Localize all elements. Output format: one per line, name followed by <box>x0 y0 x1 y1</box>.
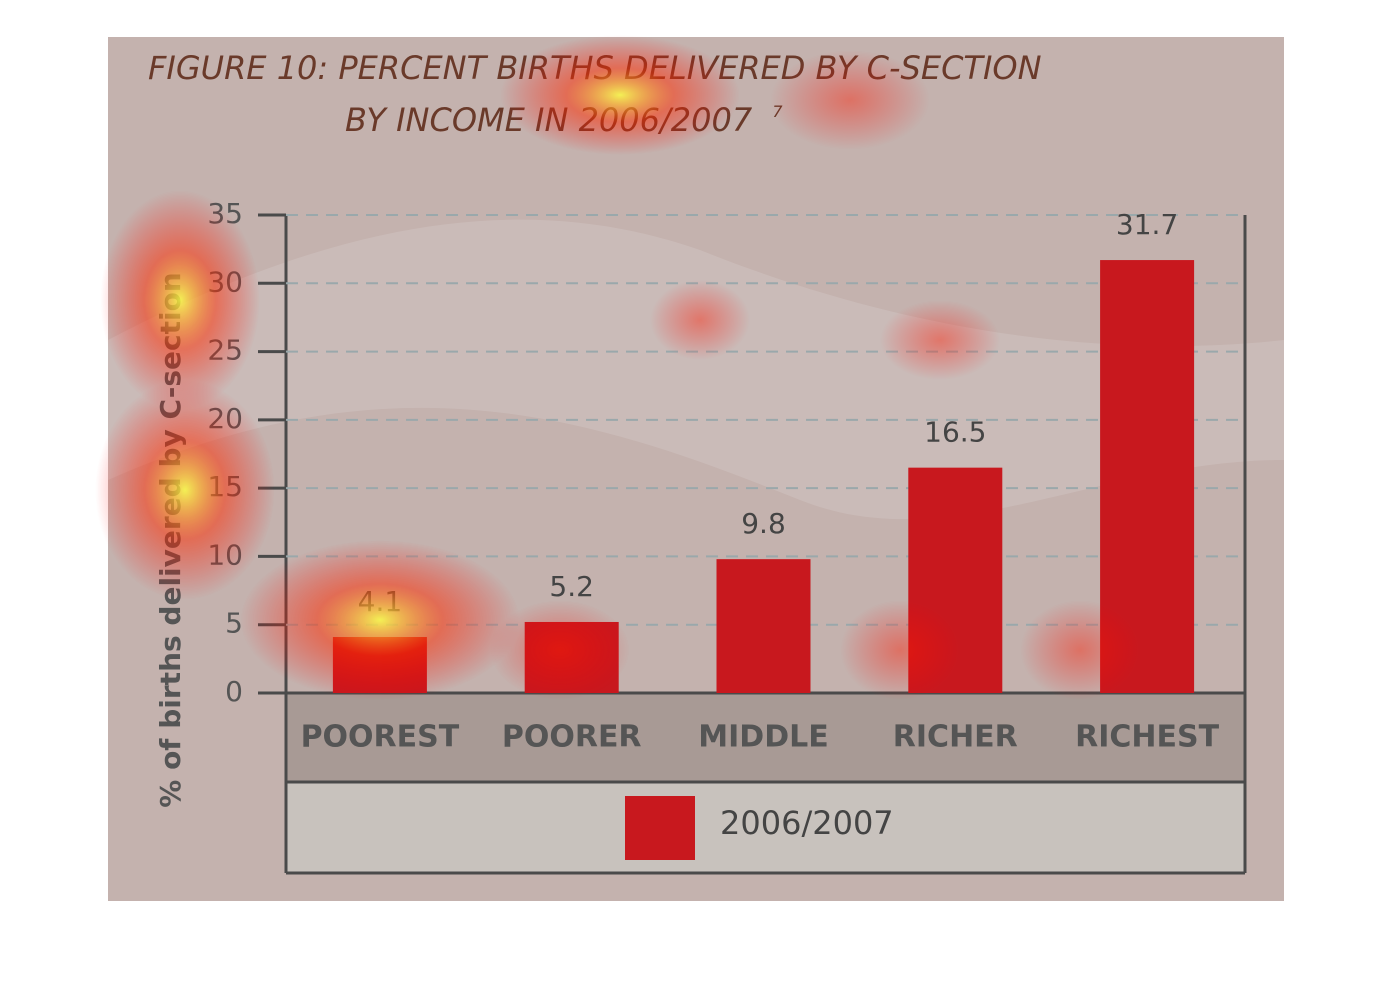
heatmap-blob <box>880 300 1000 380</box>
x-tick-label: MIDDLE <box>698 720 828 755</box>
y-tick-label: 0 <box>225 675 243 708</box>
heatmap-blob <box>490 600 630 700</box>
value-label: 5.2 <box>549 570 594 603</box>
heatmap-blob <box>240 540 520 700</box>
value-label: 31.7 <box>1116 208 1178 241</box>
heatmap-blob <box>100 190 260 410</box>
heatmap-blob <box>770 50 930 150</box>
heatmap-blob <box>500 35 740 155</box>
y-tick-label: 5 <box>225 607 243 640</box>
x-tick-label: POOREST <box>301 720 460 755</box>
legend-swatch <box>625 796 695 860</box>
x-tick-label: POORER <box>502 720 642 755</box>
value-label: 9.8 <box>741 507 786 540</box>
bar <box>716 559 811 693</box>
heatmap-blob <box>95 380 275 600</box>
legend-box <box>286 782 1245 873</box>
category-band <box>286 693 1245 782</box>
background-wave <box>108 219 1284 520</box>
heatmap-blob <box>1020 600 1140 700</box>
x-tick-label: RICHEST <box>1075 720 1219 755</box>
heatmap-blob <box>840 600 960 700</box>
value-label: 16.5 <box>924 416 986 449</box>
legend-label: 2006/2007 <box>720 804 894 842</box>
heatmap <box>95 35 1140 700</box>
x-tick-label: RICHER <box>893 720 1018 755</box>
heatmap-blob <box>650 280 750 360</box>
